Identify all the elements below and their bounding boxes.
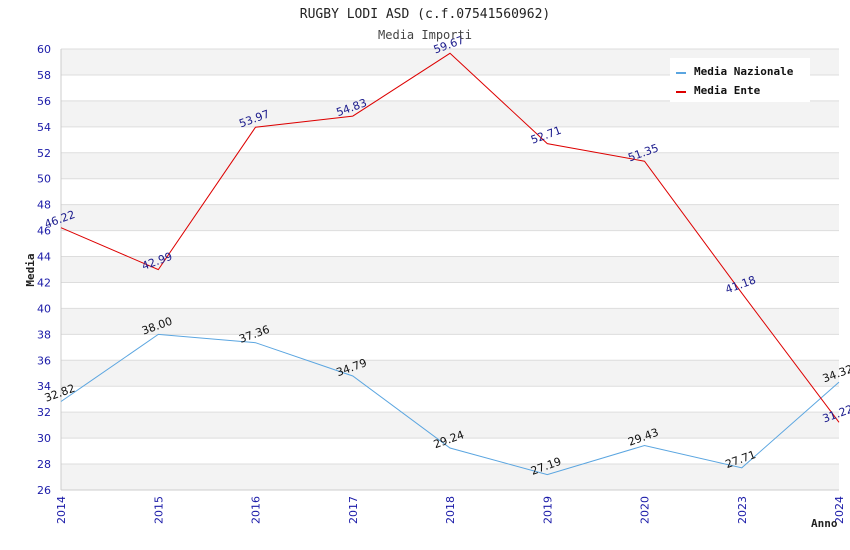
y-tick-label: 60 (37, 43, 51, 56)
x-tick-labels: 2014 2015 2016 2017 2018 2019 2020 2023 2024 (55, 496, 846, 524)
grid-band (61, 256, 839, 283)
y-tick-label: 28 (37, 458, 51, 471)
y-tick-label: 34 (37, 380, 51, 393)
grid-band (61, 100, 839, 127)
y-tick-label: 58 (37, 69, 51, 82)
x-tick-label: 2018 (444, 496, 457, 524)
legend-box (670, 58, 810, 102)
grid-bands (61, 49, 839, 490)
x-tick-label: 2023 (736, 496, 749, 524)
grid-band (61, 360, 839, 387)
y-tick-label: 36 (37, 354, 51, 367)
chart-subtitle: Media Importi (378, 28, 472, 42)
legend: Media Nazionale Media Ente (670, 58, 810, 102)
grid-band (61, 412, 839, 439)
x-axis-label: Anno (811, 517, 838, 530)
grid-band (61, 464, 839, 490)
y-tick-label: 46 (37, 225, 51, 238)
y-tick-label: 42 (37, 276, 51, 289)
y-tick-label: 26 (37, 484, 51, 497)
x-tick-label: 2016 (250, 496, 263, 524)
y-tick-label: 30 (37, 432, 51, 445)
y-tick-label: 48 (37, 199, 51, 212)
legend-label-media-ente: Media Ente (694, 84, 761, 97)
x-tick-label: 2017 (347, 496, 360, 524)
series-lines (60, 52, 840, 476)
y-tick-labels: 26 28 30 32 34 36 38 40 42 44 46 48 50 52 54 56 58 60 (37, 43, 51, 497)
series-line-media-nazionale (60, 333, 840, 476)
x-tick-label: 2014 (55, 496, 68, 524)
grid-band (61, 308, 839, 335)
legend-label-media-nazionale: Media Nazionale (694, 65, 794, 78)
y-tick-label: 32 (37, 406, 51, 419)
x-tick-label: 2015 (152, 496, 165, 524)
grid-band (61, 152, 839, 179)
y-axis-label: Media (24, 253, 37, 286)
x-tick-label: 2019 (541, 496, 554, 524)
y-tick-label: 54 (37, 121, 51, 134)
grid-band (61, 204, 839, 231)
chart-title: RUGBY LODI ASD (c.f.07541560962) (300, 7, 550, 22)
y-tick-label: 44 (37, 251, 51, 264)
x-tick-label: 2020 (639, 496, 652, 524)
y-tick-label: 52 (37, 147, 51, 160)
y-tick-label: 38 (37, 328, 51, 341)
y-tick-label: 40 (37, 302, 51, 315)
y-tick-label: 56 (37, 95, 51, 108)
series-line-media-ente (60, 52, 840, 423)
x-tick-label: 2024 (833, 496, 846, 524)
y-tick-label: 50 (37, 173, 51, 186)
